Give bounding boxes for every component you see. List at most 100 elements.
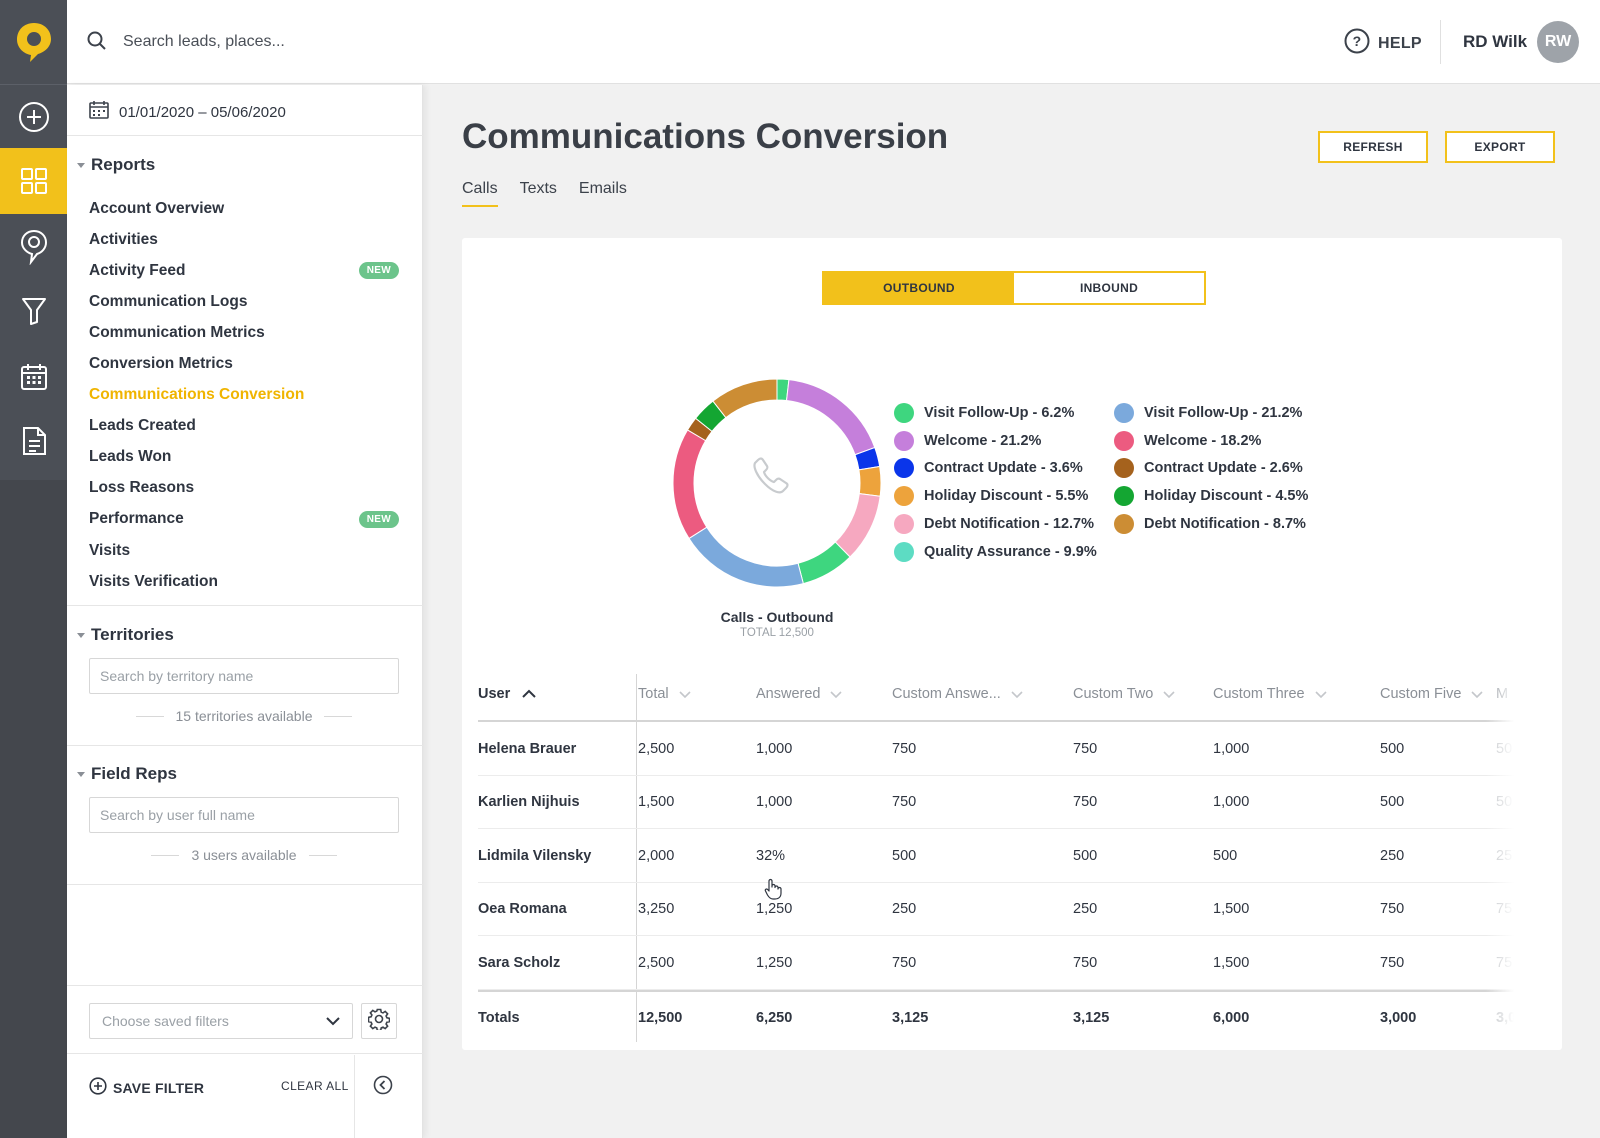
channel-tabs: Calls Texts Emails: [462, 180, 627, 207]
funnel-icon[interactable]: [0, 278, 67, 344]
column-header[interactable]: Total: [638, 674, 691, 714]
report-card: OUTBOUND INBOUND Calls - Outbound TOTAL …: [462, 238, 1562, 1050]
report-item-label: Communication Logs: [89, 292, 248, 310]
reports-section-title: Reports: [91, 155, 156, 174]
report-item[interactable]: Visits Verification: [89, 566, 399, 597]
search-icon: [87, 31, 107, 56]
report-item-label: Visits Verification: [89, 572, 218, 590]
report-item[interactable]: Performance NEW: [89, 504, 399, 535]
report-item[interactable]: Communication Metrics: [89, 317, 399, 348]
donut-segment[interactable]: [858, 465, 882, 497]
sort-chevron-icon: [1315, 686, 1327, 702]
table-cell: 750: [1380, 954, 1405, 971]
collapse-sidebar-button[interactable]: [373, 1075, 393, 1100]
legend-item: Debt Notification - 12.7%: [894, 510, 1097, 538]
legend-swatch: [1114, 402, 1134, 423]
report-item-label: Conversion Metrics: [89, 355, 233, 373]
map-pin-icon[interactable]: [0, 214, 67, 280]
date-range-picker[interactable]: 01/01/2020 – 05/06/2020: [89, 101, 286, 123]
field-rep-search-input[interactable]: [89, 797, 399, 833]
export-button[interactable]: EXPORT: [1445, 131, 1555, 163]
tab-calls[interactable]: Calls: [462, 180, 498, 207]
column-header[interactable]: Custom Five: [1380, 674, 1483, 714]
report-item[interactable]: Communications Conversion: [89, 380, 399, 411]
column-header-label: Custom Three: [1213, 686, 1305, 702]
calendar-icon: [89, 101, 109, 123]
legend-item: Quality Assurance - 9.9%: [894, 538, 1097, 566]
report-item[interactable]: Loss Reasons: [89, 473, 399, 504]
totals-label: Totals: [478, 1010, 520, 1026]
inbound-toggle-option[interactable]: INBOUND: [1079, 281, 1139, 295]
help-button[interactable]: ? HELP: [1344, 28, 1422, 59]
filter-settings-button[interactable]: [361, 1003, 397, 1039]
refresh-button[interactable]: REFRESH: [1318, 131, 1428, 163]
legend-item: Visit Follow-Up - 21.2%: [1114, 399, 1308, 427]
table-cell: 1,250: [756, 954, 793, 971]
report-item[interactable]: Communication Logs: [89, 286, 399, 317]
legend-item: Debt Notification - 8.7%: [1114, 510, 1308, 538]
chart-title: Calls - Outbound: [720, 609, 834, 625]
app-logo-icon[interactable]: [0, 0, 67, 84]
saved-filters-select[interactable]: Choose saved filters: [89, 1003, 353, 1039]
report-item[interactable]: Leads Created: [89, 411, 399, 442]
report-item[interactable]: Leads Won: [89, 442, 399, 473]
clear-all-button[interactable]: CLEAR ALL: [281, 1079, 349, 1093]
donut-segment[interactable]: [672, 429, 708, 540]
report-item-label: Visits: [89, 541, 131, 559]
hand-cursor-icon: [764, 878, 782, 905]
global-search-input[interactable]: [123, 26, 623, 58]
column-header[interactable]: Custom Three: [1213, 674, 1327, 714]
add-icon[interactable]: [0, 84, 67, 150]
legend-item: Welcome - 18.2%: [1114, 427, 1308, 455]
table-cell: 12,500: [638, 1010, 683, 1026]
report-item[interactable]: Account Overview: [89, 193, 399, 224]
table-cell: 750: [892, 740, 917, 757]
table-cell: 750: [1073, 794, 1098, 810]
legend-item: Holiday Discount - 5.5%: [894, 482, 1097, 510]
legend-label: Contract Update - 2.6%: [1144, 460, 1303, 477]
table-cell: 500: [1213, 847, 1238, 864]
nav-rail: [0, 0, 67, 1138]
table-cell: 750: [892, 954, 917, 971]
donut-segment[interactable]: [834, 493, 881, 558]
donut-segment[interactable]: [785, 379, 876, 456]
legend-swatch: [894, 486, 914, 507]
sort-chevron-icon: [830, 686, 843, 702]
report-item[interactable]: Activity Feed NEW: [89, 255, 399, 286]
donut-segment[interactable]: [712, 378, 778, 419]
reports-section-toggle[interactable]: Reports: [77, 155, 155, 175]
field-reps-section-toggle[interactable]: Field Reps: [77, 764, 177, 784]
table-cell: 3,125: [892, 1010, 929, 1026]
avatar[interactable]: RW: [1537, 21, 1579, 63]
territories-section-toggle[interactable]: Territories: [77, 625, 174, 645]
tab-emails[interactable]: Emails: [578, 180, 627, 197]
document-icon[interactable]: [0, 408, 67, 474]
legend-swatch: [1114, 514, 1134, 535]
report-item[interactable]: Activities: [89, 224, 399, 255]
column-header[interactable]: Custom Two: [1073, 674, 1175, 714]
conversion-table: User Total Answered Custom Answe... Custom T…: [478, 674, 1526, 1050]
column-header[interactable]: Custom Answe...: [892, 674, 1023, 714]
dashboard-icon[interactable]: [0, 148, 67, 214]
column-header[interactable]: Answered: [756, 674, 843, 714]
table-cell: 32%: [756, 847, 786, 864]
legend-swatch: [894, 430, 914, 451]
table-row[interactable]: Karlien Nijhuis1,5001,0007507501,0005005…: [478, 776, 1526, 829]
sort-chevron-icon: [1471, 686, 1483, 702]
save-filter-button[interactable]: SAVE FILTER: [89, 1077, 204, 1098]
outbound-toggle-option[interactable]: OUTBOUND: [824, 273, 1014, 303]
report-item-label: Leads Won: [89, 448, 172, 466]
user-name[interactable]: RD Wilk: [1463, 32, 1528, 51]
report-item[interactable]: Visits: [89, 535, 399, 566]
donut-segment[interactable]: [688, 526, 804, 588]
help-label: HELP: [1378, 34, 1422, 52]
tab-texts[interactable]: Texts: [519, 180, 557, 197]
calendar-icon[interactable]: [0, 344, 67, 410]
territory-search-input[interactable]: [89, 658, 399, 694]
report-item[interactable]: Conversion Metrics: [89, 348, 399, 379]
column-header[interactable]: User: [478, 674, 536, 714]
